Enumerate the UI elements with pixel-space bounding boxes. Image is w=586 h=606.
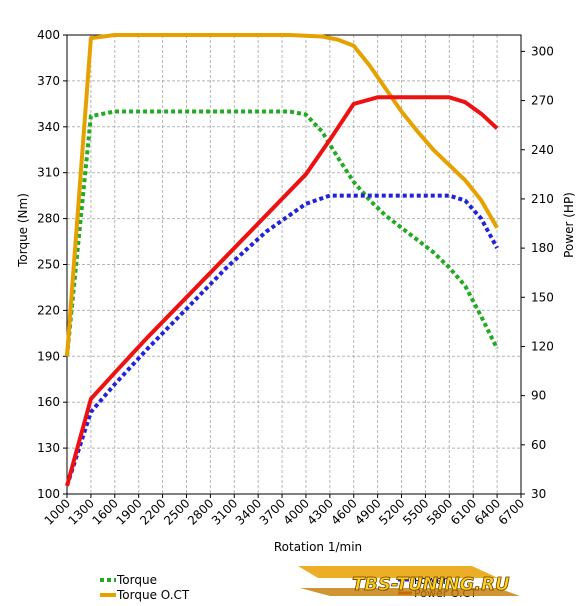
series-line-torque (65, 109, 499, 357)
y-left-axis-title: Torque (Nm) (16, 193, 30, 268)
series-line-power-o-ct (65, 95, 499, 487)
y-left-tick-label: 340 (37, 120, 60, 134)
legend-label: Torque (116, 573, 157, 587)
legend-label: Torque O.CT (116, 588, 190, 602)
y-left-tick-labels: 100 130 160 190 220 250 280 310 340 370 400 (37, 28, 67, 501)
y-left-tick-label: 190 (37, 349, 60, 363)
x-axis-title: Rotation 1/min (274, 540, 362, 554)
y-right-tick-labels: 30 60 90 120 150 180 210 240 270 300 (521, 44, 554, 501)
y-left-tick-label: 100 (37, 487, 60, 501)
y-right-tick-label: 150 (531, 290, 554, 304)
y-left-tick-label: 370 (37, 74, 60, 88)
y-right-tick-label: 240 (531, 143, 554, 157)
y-left-tick-label: 280 (37, 212, 60, 226)
y-right-axis-title: Power (HP) (562, 192, 576, 258)
y-right-tick-label: 270 (531, 94, 554, 108)
y-right-tick-label: 120 (531, 339, 554, 353)
y-right-tick-label: 90 (531, 389, 546, 403)
y-left-tick-label: 160 (37, 395, 60, 409)
logo: TBS-TUNING.RU (298, 566, 520, 596)
y-left-tick-label: 220 (37, 303, 60, 317)
y-left-tick-label: 310 (37, 166, 60, 180)
y-right-tick-label: 210 (531, 192, 554, 206)
y-left-tick-label: 250 (37, 258, 60, 272)
logo-text: TBS-TUNING.RU (352, 574, 510, 595)
y-right-tick-label: 300 (531, 44, 554, 58)
y-right-tick-label: 180 (531, 241, 554, 255)
y-right-tick-label: 30 (531, 487, 546, 501)
series-line-torque-o-ct (65, 33, 499, 357)
y-left-tick-label: 130 (37, 441, 60, 455)
y-left-tick-label: 400 (37, 28, 60, 42)
y-right-tick-label: 60 (531, 438, 546, 452)
series-lines (65, 33, 499, 487)
